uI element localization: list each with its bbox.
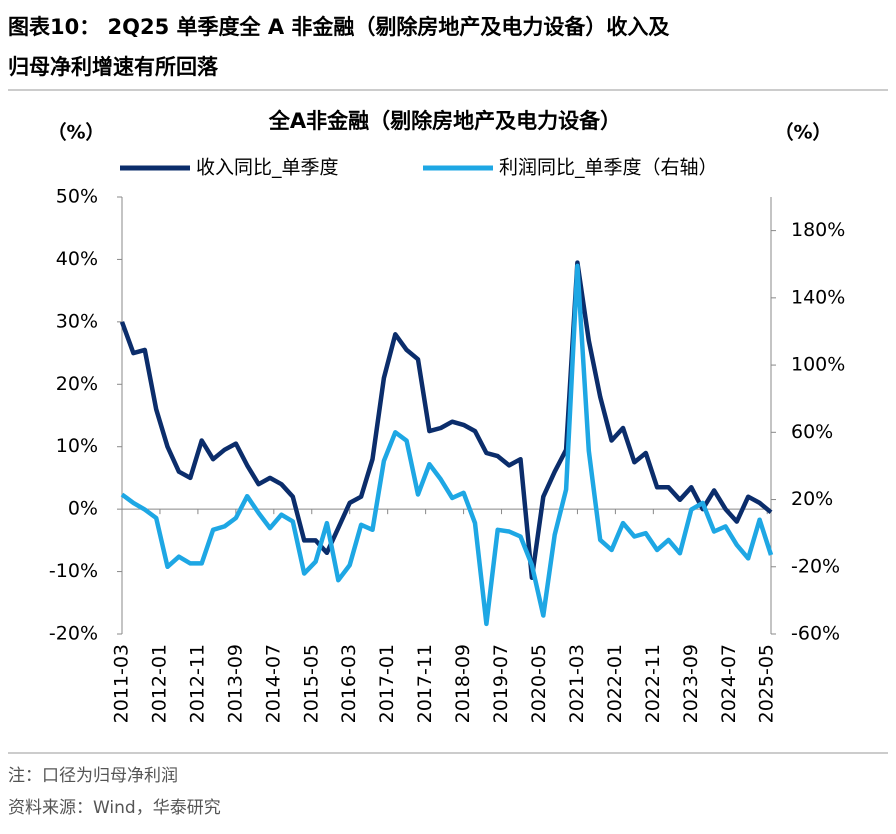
- x-tick-label: 2025-05: [756, 644, 778, 723]
- y-axis-label: （%）: [47, 121, 104, 144]
- page-title: 图表10： 2Q25 单季度全 A 非金融（剔除房地产及电力设备）收入及归母净利…: [8, 15, 670, 79]
- footer-note: 注：口径为归母净利润: [8, 766, 178, 786]
- y2-tick-label: -20%: [791, 555, 840, 577]
- y-tick-label: 0%: [68, 498, 98, 520]
- x-tick-label: 2022-11: [642, 644, 664, 723]
- x-tick-label: 2020-05: [528, 644, 550, 723]
- y-tick-label: 10%: [56, 435, 98, 457]
- y-tick-label: 20%: [56, 373, 98, 395]
- x-tick-label: 2015-05: [300, 644, 322, 723]
- x-tick-label: 2011-03: [111, 644, 133, 723]
- series-line: [120, 263, 774, 627]
- y-tick-label: -20%: [49, 623, 98, 645]
- x-tick-label: 2022-01: [604, 644, 626, 723]
- x-tick-label: 2014-07: [262, 644, 284, 723]
- series-line: [119, 260, 773, 581]
- legend-label: 收入同比_单季度: [196, 157, 339, 179]
- x-tick-label: 2017-11: [414, 644, 436, 723]
- y2-tick-label: 100%: [791, 354, 845, 376]
- y-tick-label: -10%: [49, 560, 98, 582]
- x-tick-label: 2019-07: [490, 644, 512, 723]
- x-tick-label: 2024-07: [718, 644, 740, 723]
- x-tick-label: 2012-11: [186, 644, 208, 723]
- y2-tick-label: -60%: [791, 623, 840, 645]
- x-tick-label: 2017-01: [376, 644, 398, 723]
- y2-tick-label: 20%: [791, 488, 833, 510]
- legend-label: 利润同比_单季度（右轴）: [499, 157, 718, 179]
- x-tick-label: 2012-01: [148, 644, 170, 723]
- y-tick-label: 40%: [56, 248, 98, 270]
- y2-tick-label: 180%: [791, 219, 845, 241]
- x-tick-label: 2023-09: [680, 644, 702, 723]
- footer-source: 资料来源：Wind，华泰研究: [8, 798, 221, 818]
- y2-axis-label: （%）: [774, 121, 831, 144]
- y2-tick-label: 140%: [791, 286, 845, 308]
- chart-title: 全A非金融（剔除房地产及电力设备）: [268, 109, 621, 133]
- x-tick-label: 2018-09: [452, 644, 474, 723]
- x-tick-label: 2021-03: [566, 644, 588, 723]
- x-tick-label: 2013-09: [224, 644, 246, 723]
- y-tick-label: 30%: [56, 310, 98, 332]
- y2-tick-label: 60%: [791, 421, 833, 443]
- x-tick-label: 2016-03: [338, 644, 360, 723]
- y-tick-label: 50%: [56, 186, 98, 208]
